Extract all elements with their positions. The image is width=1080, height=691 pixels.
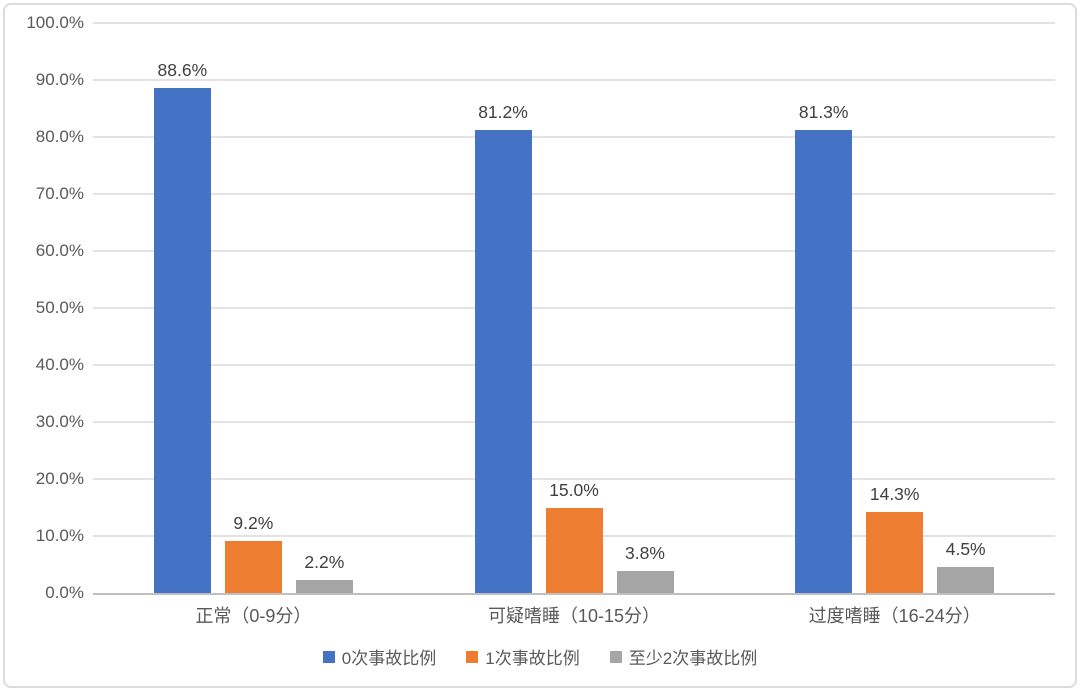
bar-value-label: 14.3% [869,483,920,504]
y-axis-tick-label: 0.0% [45,583,84,602]
bar-series0-cat2 [795,129,853,593]
gridline [93,250,1055,252]
x-category-label-excessive: 过度嗜睡（16-24分） [808,606,981,626]
legend-label: 至少2次事故比例 [628,649,758,668]
gridline [93,79,1055,81]
bar-series2-cat2 [937,567,995,593]
legend-label: 0次事故比例 [341,649,437,668]
y-axis-tick-label: 90.0% [35,70,84,89]
bar-series2-cat0 [295,580,353,593]
chart-legend: 0次事故比例 1次事故比例 至少2次事故比例 [0,644,1080,669]
y-axis-tick-label: 10.0% [35,526,84,545]
y-axis: 0.0% 10.0% 20.0% 30.0% 40.0% 50.0% 60.0% 70.0% 8… [6,13,84,602]
gridline [93,364,1055,366]
bar-value-label: 9.2% [233,512,274,533]
bar-value-label: 4.5% [945,539,986,560]
bar-series1-cat2 [866,511,924,593]
legend-item-series0: 0次事故比例 [322,644,437,669]
legend-swatch-gray [609,650,622,663]
legend-swatch-orange [466,650,479,663]
bar-col: 81.2% [474,23,532,593]
bar-groups: 88.6% 9.2% 2.2% 81.2% 15.0% [93,23,1055,593]
bar-value-label: 88.6% [157,59,208,80]
bar-group-normal: 88.6% 9.2% 2.2% [93,23,414,593]
bar-col: 14.3% [866,23,924,593]
bar-value-label: 81.2% [478,102,528,123]
bar-group-suspected: 81.2% 15.0% 3.8% [414,23,735,593]
y-axis-tick-label: 100.0% [26,13,84,32]
plot-area: 88.6% 9.2% 2.2% 81.2% 15.0% [93,22,1055,595]
bar-value-label: 15.0% [549,479,599,500]
gridline [93,136,1055,138]
x-axis-category-labels: 正常（0-9分） 可疑嗜睡（10-15分） 过度嗜睡（16-24分） [93,602,1055,628]
legend-item-series2: 至少2次事故比例 [609,644,758,669]
y-axis-tick-label: 50.0% [35,298,84,317]
gridline [93,193,1055,195]
gridline [93,307,1055,309]
gridline [93,22,1055,24]
bar-series0-cat0 [153,87,211,593]
y-axis-tick-label: 70.0% [35,184,84,203]
legend-label: 1次事故比例 [485,649,580,668]
bar-series1-cat1 [545,507,603,593]
y-axis-tick-label: 40.0% [35,355,84,374]
legend-item-series1: 1次事故比例 [466,644,580,669]
gridline [93,421,1055,423]
bar-group-excessive: 81.3% 14.3% 4.5% [734,23,1055,593]
bar-col: 81.3% [795,23,853,593]
bar-series1-cat0 [224,540,282,593]
bar-col: 15.0% [545,23,603,593]
y-axis-tick-label: 20.0% [35,469,84,488]
bar-col: 3.8% [616,23,674,593]
gridline [93,478,1055,480]
bar-col: 9.2% [224,23,282,593]
bar-value-label: 81.3% [798,101,849,122]
bar-series2-cat1 [616,571,674,593]
bar-col: 4.5% [937,23,995,593]
bar-col: 2.2% [295,23,353,593]
bar-value-label: 2.2% [304,552,345,573]
x-category-label-suspected: 可疑嗜睡（10-15分） [487,606,661,626]
bar-value-label: 3.8% [625,543,665,564]
x-category-label-normal: 正常（0-9分） [195,606,312,626]
bar-series0-cat1 [474,130,532,593]
y-axis-tick-label: 60.0% [35,241,84,260]
y-axis-tick-label: 30.0% [35,412,84,431]
legend-swatch-blue [322,650,335,663]
bar-col: 88.6% [153,23,211,593]
y-axis-tick-label: 80.0% [35,127,84,146]
